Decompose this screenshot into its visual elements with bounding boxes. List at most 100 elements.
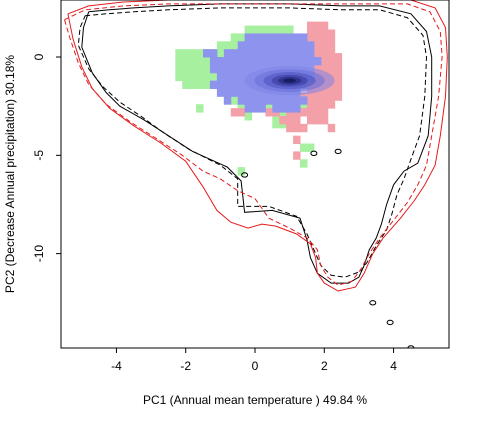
- x-tick-label: 2: [321, 359, 328, 373]
- blue-density-cell: [237, 80, 246, 89]
- blue-density-cell: [258, 49, 266, 58]
- pink-density-cell: [313, 116, 322, 125]
- green-density-cell: [279, 25, 287, 34]
- green-density-cell: [203, 64, 211, 74]
- blue-density-cell: [251, 64, 259, 74]
- green-density-cell: [182, 80, 190, 89]
- blue-density-cell: [272, 33, 280, 42]
- pink-density-cell: [320, 45, 329, 54]
- pink-density-cell: [313, 92, 322, 101]
- green-density-cell: [196, 80, 204, 89]
- blue-density-cell: [306, 57, 315, 66]
- blue-density-cell: [265, 49, 273, 58]
- density-raster: [175, 21, 343, 176]
- green-density-cell: [203, 80, 211, 89]
- blue-density-cell: [223, 57, 232, 66]
- blue-density-cell: [230, 57, 239, 66]
- red-solid-contour: [67, 0, 448, 292]
- pink-density-cell: [334, 84, 343, 93]
- pink-density-cell: [313, 108, 322, 117]
- pink-density-cell: [286, 116, 294, 125]
- green-density-cell: [175, 64, 183, 74]
- blue-density-cell: [237, 96, 246, 105]
- blue-density-cell: [216, 72, 225, 82]
- pink-density-cell: [327, 92, 336, 101]
- y-tick-label: 0: [32, 53, 46, 60]
- blue-density-cell: [258, 104, 266, 113]
- green-density-cell: [175, 57, 183, 66]
- blue-density-cell: [244, 33, 253, 42]
- blue-density-cell: [216, 88, 225, 97]
- blue-density-cell: [209, 64, 218, 74]
- pink-density-cell: [265, 108, 273, 117]
- green-density-cell: [223, 41, 232, 50]
- green-density-cell: [244, 25, 253, 34]
- pink-density-cell: [313, 100, 322, 109]
- y-tick-label: -10: [32, 245, 46, 263]
- pink-density-cell: [320, 53, 329, 62]
- blue-density-cell: [230, 64, 239, 74]
- blue-density-cell: [223, 80, 232, 89]
- x-axis-title: PC1 (Annual mean temperature ) 49.84 %: [143, 393, 367, 407]
- pink-density-cell: [293, 123, 301, 133]
- green-density-cell: [230, 96, 239, 105]
- blue-density-cell: [279, 104, 287, 113]
- blue-density-cell: [293, 104, 301, 113]
- blue-density-cell: [265, 96, 273, 105]
- blue-density-cell: [230, 80, 239, 89]
- blue-density-cell: [251, 57, 259, 66]
- blue-density-cell: [244, 41, 253, 50]
- green-density-cell: [182, 49, 190, 58]
- green-density-cell: [216, 41, 225, 50]
- pink-density-cell: [320, 116, 329, 125]
- green-density-cell: [175, 72, 183, 82]
- green-density-cell: [306, 143, 315, 152]
- blue-density-cell: [286, 41, 294, 50]
- blue-density-cell: [286, 96, 294, 105]
- blue-density-cell: [279, 41, 287, 50]
- blue-density-cell: [244, 57, 253, 66]
- green-density-cell: [265, 25, 273, 34]
- green-density-cell: [189, 80, 197, 89]
- blue-density-cell: [293, 49, 301, 58]
- pink-density-cell: [327, 29, 336, 38]
- green-density-cell: [209, 72, 218, 82]
- x-axis: -4 -2 0 2 4: [111, 348, 397, 373]
- blue-density-cell: [230, 72, 239, 82]
- blue-density-cell: [244, 88, 253, 97]
- pink-density-cell: [327, 123, 336, 133]
- blue-density-cell: [230, 88, 239, 97]
- blue-density-cell: [237, 64, 246, 74]
- green-density-cell: [286, 25, 294, 34]
- blue-density-cell: [223, 64, 232, 74]
- pink-density-cell: [293, 116, 301, 125]
- blue-density-cell: [258, 96, 266, 105]
- pink-density-cell: [300, 123, 308, 133]
- pink-density-cell: [320, 37, 329, 46]
- pink-density-cell: [320, 92, 329, 101]
- density-core-level: [283, 78, 296, 83]
- blue-density-cell: [258, 41, 266, 50]
- green-density-cell: [196, 72, 204, 82]
- green-density-cell: [230, 41, 239, 50]
- pink-density-cell: [313, 21, 322, 30]
- blue-density-cell: [293, 33, 301, 42]
- pink-density-cell: [306, 100, 315, 109]
- pink-density-cell: [334, 76, 343, 86]
- pink-density-cell: [279, 116, 287, 125]
- x-tick-label: 0: [252, 359, 259, 373]
- y-axis: 0 -5 -10: [32, 53, 61, 262]
- blue-density-cell: [251, 88, 259, 97]
- blue-density-cell: [216, 80, 225, 89]
- pink-density-cell: [327, 60, 336, 70]
- pink-density-cell: [306, 29, 315, 38]
- blue-density-cell: [265, 33, 273, 42]
- small-contour-islands: [241, 148, 415, 348]
- contour-lines: [64, 0, 448, 292]
- green-density-cell: [189, 64, 197, 74]
- blue-density-cell: [300, 49, 308, 58]
- green-density-cell: [196, 64, 204, 74]
- blue-density-cell: [209, 57, 218, 66]
- blue-density-cell: [237, 41, 246, 50]
- blue-density-cell: [237, 88, 246, 97]
